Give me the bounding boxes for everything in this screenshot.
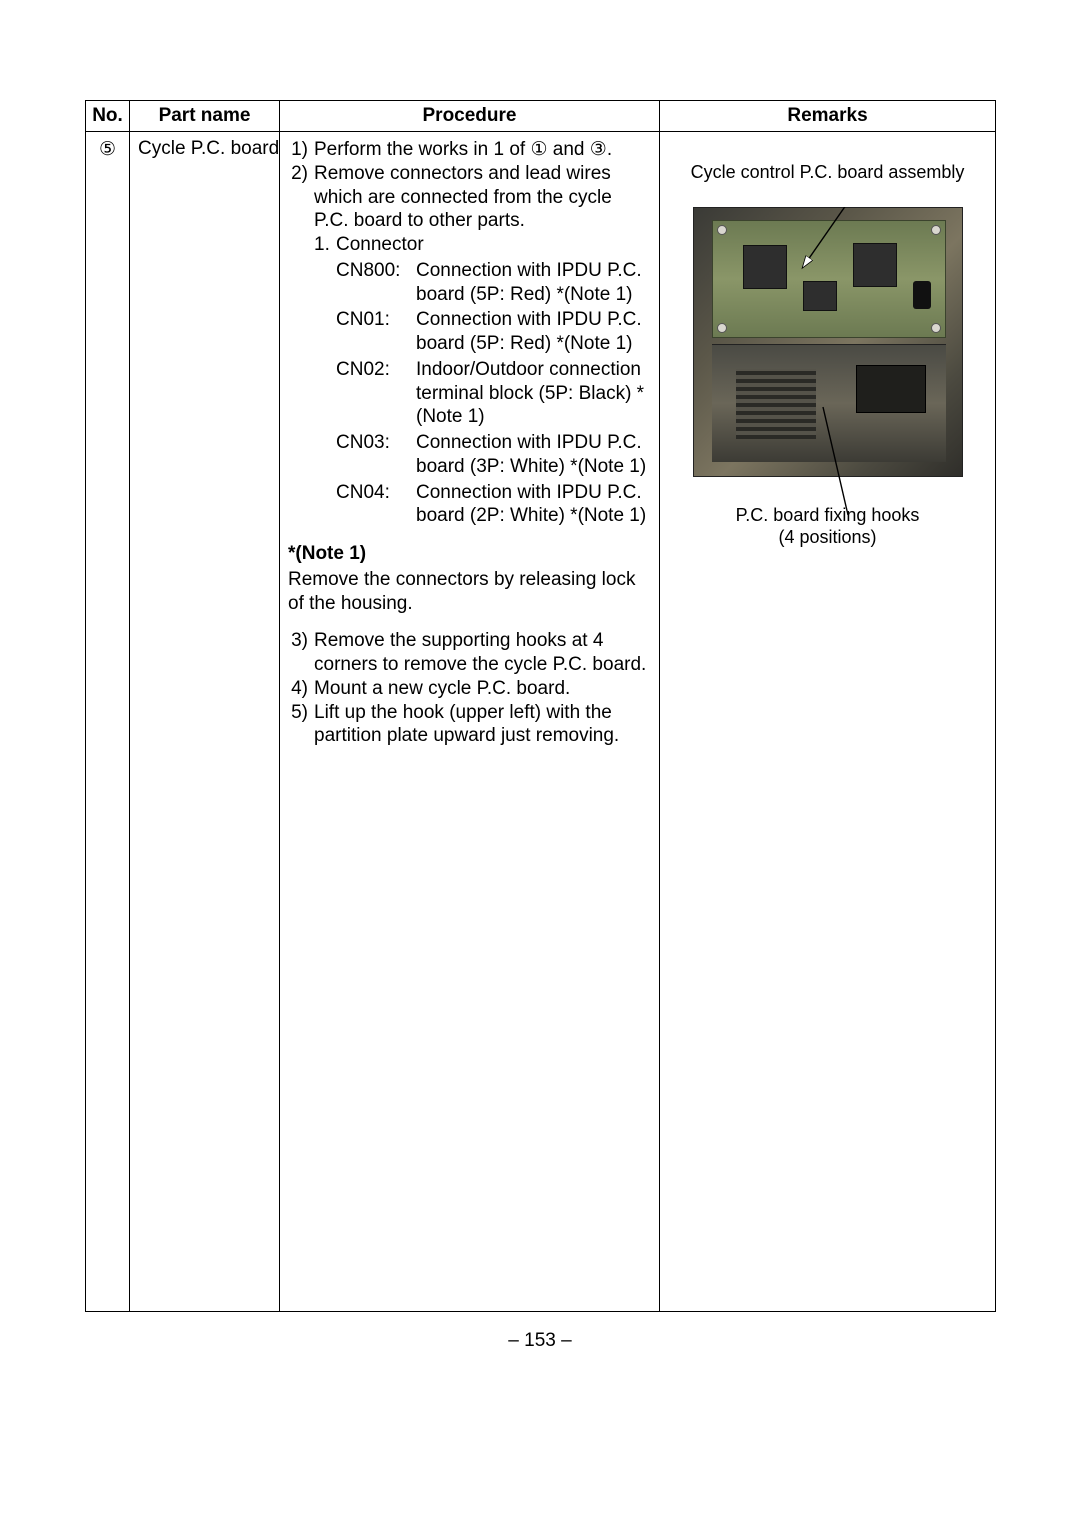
connector-row: CN01: Connection with IPDU P.C. board (5… (336, 308, 651, 356)
step-4-text: Mount a new cycle P.C. board. (314, 677, 651, 701)
connector-val: Connection with IPDU P.C. board (3P: Whi… (416, 431, 651, 479)
note-body: Remove the connectors by releasing lock … (288, 568, 651, 616)
cell-no: ⑤ (86, 132, 130, 1312)
table-header-row: No. Part name Procedure Remarks (86, 101, 996, 132)
page-number: – 153 – (0, 1330, 1080, 1352)
connector-key: CN02: (336, 358, 416, 429)
connector-key: CN04: (336, 481, 416, 529)
connector-val: Connection with IPDU P.C. board (2P: Whi… (416, 481, 651, 529)
connector-row: CN800: Connection with IPDU P.C. board (… (336, 259, 651, 307)
step-5-text: Lift up the hook (upper left) with the p… (314, 701, 651, 749)
connector-key: CN800: (336, 259, 416, 307)
hook-icon (717, 225, 727, 235)
remarks-top-label: Cycle control P.C. board assembly (668, 162, 987, 183)
hook-icon (931, 225, 941, 235)
connector-key: CN01: (336, 308, 416, 356)
terminal-block-icon (856, 365, 926, 413)
step-1: 1) Perform the works in 1 of ① and ③. (288, 138, 651, 162)
pcb-region (712, 220, 946, 338)
remarks-bottom-l1: P.C. board fixing hooks (736, 505, 920, 525)
step-1-mid: and (548, 139, 590, 160)
connector-val: Indoor/Outdoor connection terminal block… (416, 358, 651, 429)
cell-part-name: Cycle P.C. board (130, 132, 280, 1312)
col-no: No. (86, 101, 130, 132)
step-4: 4) Mount a new cycle P.C. board. (288, 677, 651, 701)
page-content: No. Part name Procedure Remarks ⑤ Cycle … (85, 100, 995, 1312)
step-1-post: . (607, 139, 612, 160)
spacer (288, 615, 651, 629)
table-row: ⑤ Cycle P.C. board 1) Perform the works … (86, 132, 996, 1312)
step-1-num: 1) (288, 138, 314, 162)
cell-procedure: 1) Perform the works in 1 of ① and ③. 2)… (280, 132, 660, 1312)
step-2-num: 2) (288, 162, 314, 233)
remarks-bottom-label: P.C. board fixing hooks (4 positions) (668, 505, 987, 548)
col-part: Part name (130, 101, 280, 132)
col-proc: Procedure (280, 101, 660, 132)
connector-val: Connection with IPDU P.C. board (5P: Red… (416, 308, 651, 356)
lower-chassis (712, 344, 946, 462)
step-1-sym2: ③ (590, 139, 607, 160)
step-1-sym1: ① (530, 139, 547, 160)
step-2: 2) Remove connectors and lead wires whic… (288, 162, 651, 233)
step-5: 5) Lift up the hook (upper left) with th… (288, 701, 651, 749)
connector-row: CN04: Connection with IPDU P.C. board (2… (336, 481, 651, 529)
remarks-figure: Cycle control P.C. board assembly (668, 162, 987, 562)
hook-icon (717, 323, 727, 333)
connector-row: CN03: Connection with IPDU P.C. board (3… (336, 431, 651, 479)
note-heading: *(Note 1) (288, 542, 651, 566)
capacitor-icon (913, 281, 931, 309)
step-3: 3) Remove the supporting hooks at 4 corn… (288, 629, 651, 677)
connector-key: CN03: (336, 431, 416, 479)
chip-icon (803, 281, 837, 311)
col-rem: Remarks (660, 101, 996, 132)
remarks-bottom-l2: (4 positions) (778, 527, 876, 547)
substep-1: 1. Connector (314, 233, 651, 257)
step-4-num: 4) (288, 677, 314, 701)
procedure-table: No. Part name Procedure Remarks ⑤ Cycle … (85, 100, 996, 1312)
substep-1-text: Connector (336, 233, 651, 257)
step-1-pre: Perform the works in 1 of (314, 139, 530, 160)
substep-1-num: 1. (314, 233, 336, 257)
connector-val: Connection with IPDU P.C. board (5P: Red… (416, 259, 651, 307)
step-3-num: 3) (288, 629, 314, 677)
step-1-text: Perform the works in 1 of ① and ③. (314, 138, 651, 162)
step-5-num: 5) (288, 701, 314, 749)
vent-icon (736, 369, 816, 439)
hook-icon (931, 323, 941, 333)
step-3-text: Remove the supporting hooks at 4 corners… (314, 629, 651, 677)
row-number-symbol: ⑤ (99, 139, 116, 160)
pc-board-photo (693, 207, 963, 477)
step-2-text: Remove connectors and lead wires which a… (314, 162, 651, 233)
connector-row: CN02: Indoor/Outdoor connection terminal… (336, 358, 651, 429)
cell-remarks: Cycle control P.C. board assembly (660, 132, 996, 1312)
